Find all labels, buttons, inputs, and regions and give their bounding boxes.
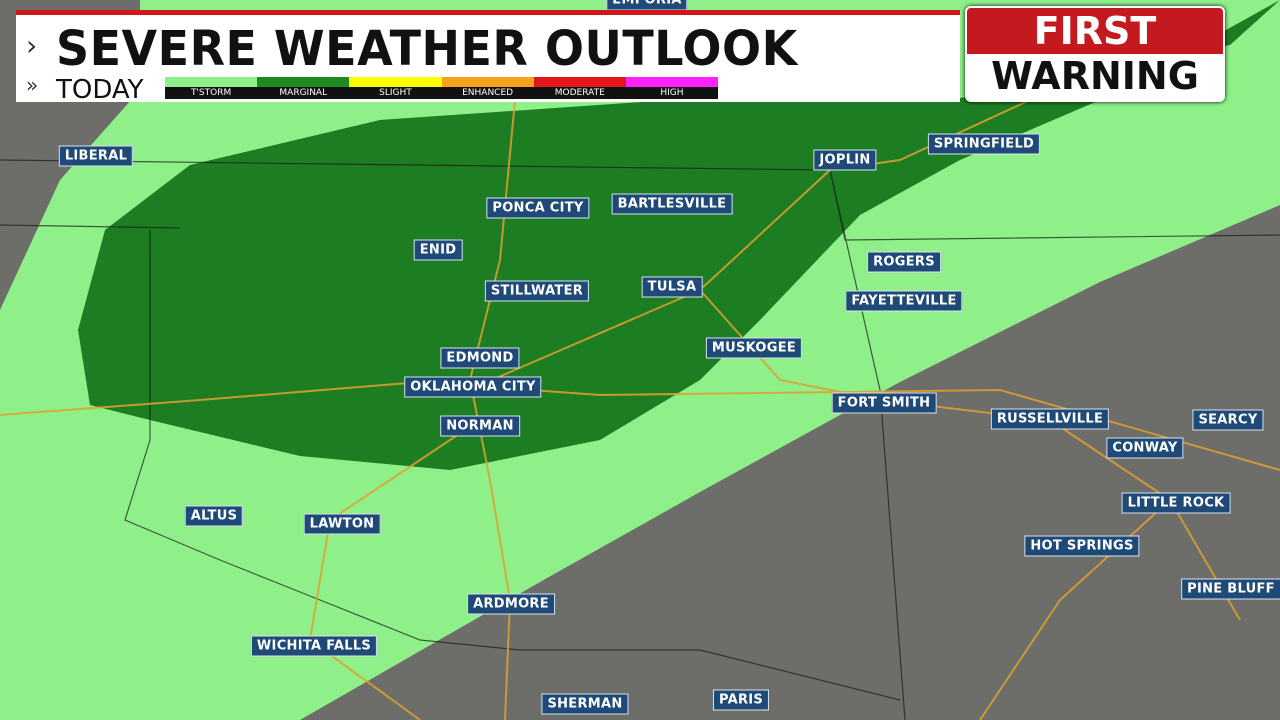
city-label: OKLAHOMA CITY xyxy=(404,376,542,398)
city-label: SPRINGFIELD xyxy=(927,133,1041,155)
badge-bottom: WARNING xyxy=(967,54,1223,100)
city-label: PARIS xyxy=(712,689,770,711)
legend-label: MARGINAL xyxy=(257,87,350,99)
chevron-icon: › xyxy=(26,29,38,62)
legend-label: HIGH xyxy=(625,87,719,99)
chevron-icon: » xyxy=(26,73,39,97)
legend-swatch xyxy=(625,77,719,87)
legend-swatch xyxy=(257,77,350,87)
city-label: FAYETTEVILLE xyxy=(845,290,963,312)
borders xyxy=(0,159,1280,720)
subtitle: TODAY xyxy=(56,75,144,105)
legend-item: SLIGHT xyxy=(349,77,442,99)
city-label: LIBERAL xyxy=(58,145,134,167)
badge: FIRST WARNING xyxy=(965,6,1225,102)
city-label: ENID xyxy=(413,239,463,261)
badge-top: FIRST xyxy=(967,8,1223,54)
city-label: PINE BLUFF xyxy=(1181,578,1280,600)
city-label: WICHITA FALLS xyxy=(250,635,378,657)
title: SEVERE WEATHER OUTLOOK xyxy=(56,19,798,77)
legend-swatch xyxy=(165,77,258,87)
marginal-area xyxy=(78,0,1280,470)
city-label: LAWTON xyxy=(303,513,381,535)
city-label: PONCA CITY xyxy=(486,197,590,219)
city-label: SHERMAN xyxy=(541,693,629,715)
legend-swatch xyxy=(349,77,442,87)
city-label: EDMOND xyxy=(440,347,520,369)
city-label: TULSA xyxy=(641,276,703,298)
city-label: CONWAY xyxy=(1106,437,1184,459)
legend-item: MODERATE xyxy=(533,77,626,99)
legend-item: T'STORM xyxy=(165,77,258,99)
city-label: MUSKOGEE xyxy=(705,337,803,359)
city-label: FORT SMITH xyxy=(831,392,937,414)
city-label: LITTLE ROCK xyxy=(1121,492,1231,514)
legend-item: ENHANCED xyxy=(441,77,534,99)
city-label: RUSSELLVILLE xyxy=(990,408,1110,430)
city-label: SEARCY xyxy=(1192,409,1264,431)
legend-label: SLIGHT xyxy=(349,87,442,99)
city-label: ARDMORE xyxy=(467,593,555,615)
city-label: ROGERS xyxy=(867,251,941,273)
city-label: HOT SPRINGS xyxy=(1024,535,1140,557)
legend-item: MARGINAL xyxy=(257,77,350,99)
city-label: ALTUS xyxy=(184,505,244,527)
legend-label: MODERATE xyxy=(533,87,626,99)
city-label: NORMAN xyxy=(440,415,520,437)
legend-label: ENHANCED xyxy=(441,87,534,99)
city-label: STILLWATER xyxy=(484,280,590,302)
city-label: EMPORIA xyxy=(606,0,688,11)
legend-swatch xyxy=(533,77,626,87)
city-label: BARTLESVILLE xyxy=(611,193,733,215)
header: › SEVERE WEATHER OUTLOOK » TODAY T'STORM… xyxy=(16,10,960,105)
legend: T'STORM MARGINAL SLIGHT ENHANCED MODERATE HIG… xyxy=(165,77,719,99)
city-label: JOPLIN xyxy=(813,149,877,171)
legend-swatch xyxy=(441,77,534,87)
legend-label: T'STORM xyxy=(165,87,258,99)
legend-item: HIGH xyxy=(625,77,719,99)
